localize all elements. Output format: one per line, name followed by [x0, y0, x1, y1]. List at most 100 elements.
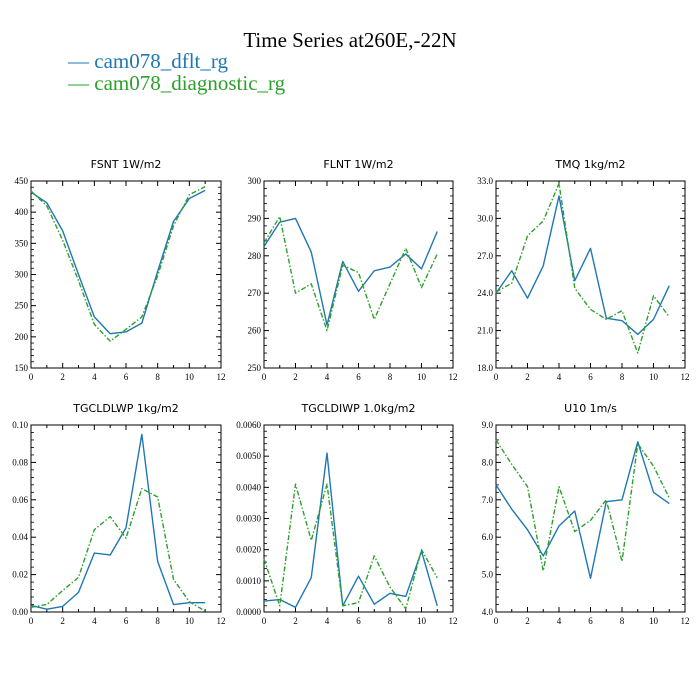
y-tick-label: 0.00	[12, 607, 28, 617]
x-tick-label: 10	[649, 616, 659, 626]
panel-1: FLNT 1W/m2 0 2 4 6 8 10 12 250 260 270 280 290 300	[248, 158, 458, 382]
x-tick-label: 4	[557, 372, 562, 382]
x-tick-label: 12	[681, 616, 690, 626]
x-tick-label: 6	[588, 372, 593, 382]
y-tick-label: 0.0030	[236, 514, 261, 524]
x-tick-label: 2	[525, 372, 530, 382]
plot-frame	[495, 424, 686, 613]
x-tick-label: 10	[185, 372, 195, 382]
y-tick-label: 24.0	[477, 288, 493, 298]
y-tick-label: 270	[248, 288, 262, 298]
y-tick-label: 0.0040	[236, 482, 261, 492]
x-tick-label: 4	[325, 616, 330, 626]
panel-title: TGCLDLWP 1kg/m2	[72, 402, 178, 415]
y-tick-label: 7.0	[482, 495, 494, 505]
x-tick-label: 12	[449, 616, 458, 626]
y-tick-label: 8.0	[482, 457, 494, 467]
y-tick-label: 0.0020	[236, 545, 261, 555]
y-tick-label: 0.0050	[236, 451, 261, 461]
series-line-diagnostic	[263, 483, 438, 610]
x-tick-label: 6	[356, 616, 361, 626]
x-tick-label: 8	[155, 616, 160, 626]
y-tick-label: 0.08	[12, 457, 28, 467]
y-tick-label: 30.0	[477, 213, 493, 223]
x-tick-label: 8	[620, 372, 625, 382]
y-tick-label: 0.0010	[236, 576, 261, 586]
y-tick-label: 400	[15, 207, 29, 217]
x-tick-label: 6	[356, 372, 361, 382]
legend: — cam078_dflt_rg — cam078_diagnostic_rg	[68, 50, 285, 94]
y-tick-label: 0.02	[12, 570, 28, 580]
legend-entry-diagnostic: — cam078_diagnostic_rg	[68, 71, 286, 95]
x-tick-label: 8	[388, 616, 393, 626]
x-tick-label: 2	[60, 616, 65, 626]
y-tick-label: 33.0	[477, 176, 493, 186]
series-line-dflt	[263, 217, 438, 326]
x-tick-label: 0	[29, 616, 34, 626]
y-tick-label: 6.0	[482, 532, 494, 542]
panel-title: TGCLDIWP 1.0kg/m2	[300, 402, 415, 415]
series-line-dflt	[495, 441, 670, 580]
panel-0: FSNT 1W/m2 0 2 4 6 8 10 12 150 200 250 300 350 400 450	[15, 158, 226, 382]
x-tick-label: 10	[185, 616, 195, 626]
x-tick-label: 8	[155, 372, 160, 382]
x-tick-label: 10	[417, 372, 427, 382]
x-tick-label: 0	[262, 616, 267, 626]
plot-frame	[30, 180, 222, 369]
y-tick-label: 260	[248, 326, 262, 336]
y-tick-label: 0.04	[12, 532, 28, 542]
series-line-dflt	[30, 189, 206, 335]
y-tick-label: 27.0	[477, 251, 493, 261]
y-tick-label: 250	[15, 301, 29, 311]
x-tick-label: 2	[525, 616, 530, 626]
plot-frame	[30, 424, 222, 613]
panel-title: TMQ 1kg/m2	[554, 158, 625, 171]
panel-title: U10 1m/s	[564, 402, 617, 415]
x-tick-label: 8	[388, 372, 393, 382]
x-tick-label: 12	[681, 372, 690, 382]
x-tick-label: 2	[60, 372, 65, 382]
x-tick-label: 4	[92, 372, 97, 382]
y-tick-label: 280	[248, 251, 262, 261]
figure-title: Time Series at260E,-22N	[243, 28, 457, 52]
series-line-dflt	[495, 195, 670, 336]
x-tick-label: 10	[649, 372, 659, 382]
x-tick-label: 4	[325, 372, 330, 382]
x-tick-label: 0	[494, 616, 499, 626]
panel-title: FLNT 1W/m2	[323, 158, 393, 171]
plot-frame	[263, 424, 454, 613]
panel-title: FSNT 1W/m2	[91, 158, 162, 171]
panel-3: TGCLDLWP 1kg/m2 0 2 4 6 8 10 12 0.00 0.02 0.04 0.06…	[12, 402, 225, 626]
y-tick-label: 4.0	[482, 607, 494, 617]
series-line-diagnostic	[30, 185, 206, 342]
y-tick-label: 150	[15, 363, 29, 373]
x-tick-label: 6	[124, 372, 129, 382]
series-line-diagnostic	[263, 215, 438, 332]
x-tick-label: 12	[217, 616, 226, 626]
x-tick-label: 12	[217, 372, 226, 382]
y-tick-label: 350	[15, 238, 29, 248]
panel-4: TGCLDIWP 1.0kg/m2 0 2 4 6 8 10 12 0.0000 0.0010 0.…	[236, 402, 457, 626]
x-tick-label: 8	[620, 616, 625, 626]
series-line-diagnostic	[495, 182, 670, 354]
y-tick-label: 300	[248, 176, 262, 186]
y-tick-label: 9.0	[482, 420, 494, 430]
x-tick-label: 6	[124, 616, 129, 626]
x-tick-label: 2	[293, 616, 298, 626]
y-tick-label: 300	[15, 270, 29, 280]
y-tick-label: 200	[15, 332, 29, 342]
x-tick-label: 4	[557, 616, 562, 626]
y-tick-label: 250	[248, 363, 262, 373]
series-line-dflt	[30, 433, 206, 610]
y-tick-label: 0.0060	[236, 420, 261, 430]
x-tick-label: 12	[449, 372, 458, 382]
y-tick-label: 5.0	[482, 570, 494, 580]
series-line-dflt	[263, 452, 438, 609]
legend-entry-dflt: — cam078_dflt_rg	[68, 49, 229, 73]
x-tick-label: 4	[92, 616, 97, 626]
x-tick-label: 0	[494, 372, 499, 382]
y-tick-label: 21.0	[477, 326, 493, 336]
x-tick-label: 10	[417, 616, 427, 626]
x-tick-label: 2	[293, 372, 298, 382]
